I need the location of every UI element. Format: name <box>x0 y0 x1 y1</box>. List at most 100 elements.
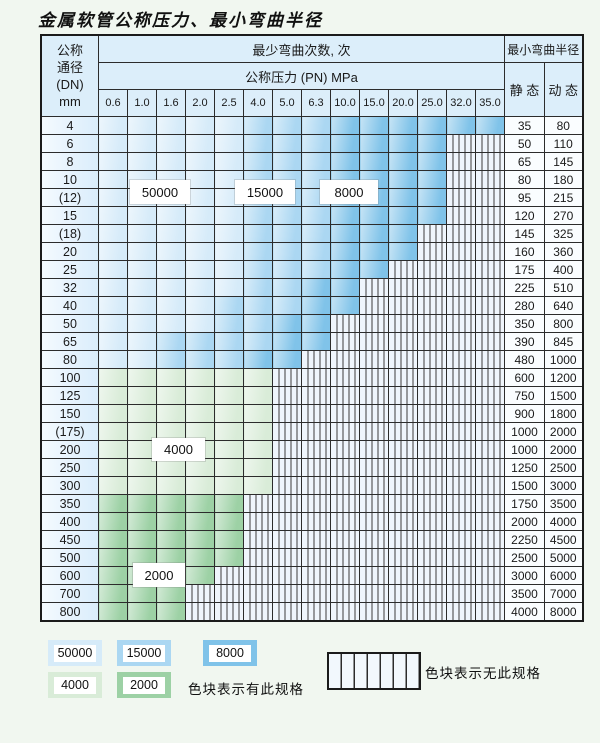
pressure-header: 公称压力 (PN) MPa <box>98 62 505 90</box>
static-radius-cell: 4000 <box>504 602 545 622</box>
static-radius-cell: 1500 <box>504 476 545 495</box>
dynamic-column-header: 动 态 <box>544 62 583 117</box>
spec-cell-15000 <box>272 224 302 243</box>
no-spec-cell <box>272 422 302 441</box>
spec-cell-50000 <box>156 242 186 261</box>
static-radius-cell: 350 <box>504 314 545 333</box>
spec-cell-8000 <box>330 134 360 153</box>
spec-cell-8000 <box>330 242 360 261</box>
table-row: 350 1750 3500 <box>40 494 583 513</box>
dynamic-radius-cell: 5000 <box>544 548 583 567</box>
no-spec-cell <box>330 368 360 387</box>
spec-cell-50000 <box>214 260 244 279</box>
spec-cell-2000 <box>156 584 186 603</box>
spec-cell-50000 <box>127 206 157 225</box>
spec-cell-50000 <box>214 242 244 261</box>
spec-cell-4000 <box>127 386 157 405</box>
spec-cell-50000 <box>127 134 157 153</box>
spec-cell-8000 <box>417 170 447 189</box>
spec-cell-50000 <box>98 170 128 189</box>
dn-cell: 40 <box>40 296 99 315</box>
spec-cell-50000 <box>127 116 157 135</box>
spec-cell-50000 <box>98 206 128 225</box>
spec-cell-4000 <box>127 440 157 459</box>
region-label-50000: 50000 <box>130 180 190 204</box>
spec-cell-50000 <box>156 152 186 171</box>
dynamic-radius-cell: 325 <box>544 224 583 243</box>
spec-cell-8000 <box>330 278 360 297</box>
static-radius-cell: 80 <box>504 170 545 189</box>
no-spec-cell <box>388 422 418 441</box>
spec-cell-15000 <box>301 206 331 225</box>
no-spec-cell <box>301 494 331 513</box>
no-spec-cell <box>272 404 302 423</box>
spec-cell-50000 <box>98 314 128 333</box>
spec-cell-50000 <box>156 278 186 297</box>
no-spec-cell <box>388 548 418 567</box>
pressure-col-header: 4.0 <box>243 89 273 117</box>
no-spec-cell <box>417 548 447 567</box>
pressure-col-header: 25.0 <box>417 89 447 117</box>
spec-cell-15000 <box>301 152 331 171</box>
dynamic-radius-cell: 2000 <box>544 422 583 441</box>
spec-cell-2000 <box>127 512 157 531</box>
spec-cell-15000 <box>301 224 331 243</box>
spec-cell-4000 <box>214 368 244 387</box>
no-spec-cell <box>359 296 389 315</box>
no-spec-cell <box>475 188 505 207</box>
no-spec-cell <box>359 332 389 351</box>
dynamic-radius-cell: 270 <box>544 206 583 225</box>
no-spec-cell <box>417 530 447 549</box>
spec-cell-15000 <box>185 350 215 369</box>
spec-cell-4000 <box>185 476 215 495</box>
no-spec-cell <box>388 332 418 351</box>
spec-cell-2000 <box>156 602 186 622</box>
dynamic-radius-cell: 80 <box>544 116 583 135</box>
spec-cell-8000 <box>388 242 418 261</box>
spec-cell-4000 <box>127 404 157 423</box>
no-spec-cell <box>330 476 360 495</box>
no-spec-cell <box>417 512 447 531</box>
spec-cell-15000 <box>243 152 273 171</box>
table-row: 300 1500 3000 <box>40 476 583 495</box>
static-radius-cell: 145 <box>504 224 545 243</box>
spec-cell-8000 <box>417 188 447 207</box>
static-radius-cell: 480 <box>504 350 545 369</box>
no-spec-cell <box>475 260 505 279</box>
spec-cell-15000 <box>301 260 331 279</box>
spec-cell-8000 <box>359 134 389 153</box>
pressure-col-header: 1.0 <box>127 89 157 117</box>
dn-cell: 32 <box>40 278 99 297</box>
no-spec-cell <box>388 512 418 531</box>
no-spec-cell <box>330 512 360 531</box>
spec-cell-50000 <box>185 188 215 207</box>
dn-cell: 400 <box>40 512 99 531</box>
no-spec-cell <box>359 314 389 333</box>
table-row: (18) 145 325 <box>40 224 583 243</box>
no-spec-cell <box>446 152 476 171</box>
spec-cell-50000 <box>156 116 186 135</box>
pressure-col-header: 15.0 <box>359 89 389 117</box>
spec-cell-50000 <box>127 296 157 315</box>
spec-cell-15000 <box>272 116 302 135</box>
no-spec-cell <box>475 332 505 351</box>
no-spec-cell <box>301 584 331 603</box>
spec-cell-4000 <box>98 404 128 423</box>
pressure-col-header: 32.0 <box>446 89 476 117</box>
no-spec-cell <box>301 386 331 405</box>
spec-cell-8000 <box>417 134 447 153</box>
no-spec-cell <box>417 458 447 477</box>
dn-cell: 300 <box>40 476 99 495</box>
dynamic-radius-cell: 640 <box>544 296 583 315</box>
no-spec-cell <box>446 332 476 351</box>
no-spec-cell <box>475 548 505 567</box>
no-spec-cell <box>301 530 331 549</box>
table-row: 500 2500 5000 <box>40 548 583 567</box>
spec-cell-8000 <box>301 296 331 315</box>
static-radius-cell: 900 <box>504 404 545 423</box>
no-spec-cell <box>475 224 505 243</box>
no-spec-cell <box>475 206 505 225</box>
region-label-8000: 8000 <box>320 180 378 204</box>
no-spec-cell <box>359 602 389 622</box>
no-spec-cell <box>388 602 418 622</box>
